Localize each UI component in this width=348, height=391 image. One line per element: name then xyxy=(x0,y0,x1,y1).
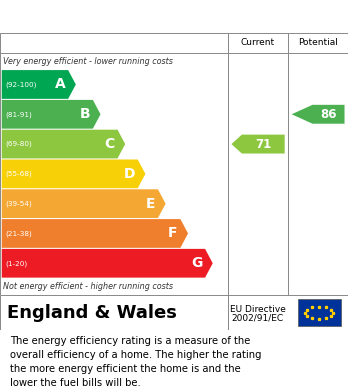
Polygon shape xyxy=(2,249,213,278)
Text: (92-100): (92-100) xyxy=(5,81,37,88)
Text: (1-20): (1-20) xyxy=(5,260,27,267)
Polygon shape xyxy=(292,105,345,124)
Text: D: D xyxy=(124,167,135,181)
Text: (69-80): (69-80) xyxy=(5,141,32,147)
Text: F: F xyxy=(168,226,177,240)
Text: (55-68): (55-68) xyxy=(5,170,32,177)
Text: England & Wales: England & Wales xyxy=(7,303,177,322)
Polygon shape xyxy=(231,135,285,154)
Polygon shape xyxy=(2,219,188,248)
Text: A: A xyxy=(55,77,65,91)
Text: Not energy efficient - higher running costs: Not energy efficient - higher running co… xyxy=(3,282,174,291)
Polygon shape xyxy=(2,70,76,99)
Text: B: B xyxy=(79,107,90,121)
Text: (21-38): (21-38) xyxy=(5,230,32,237)
Polygon shape xyxy=(2,160,145,188)
Text: 2002/91/EC: 2002/91/EC xyxy=(231,313,284,322)
Text: C: C xyxy=(104,137,115,151)
Text: Very energy efficient - lower running costs: Very energy efficient - lower running co… xyxy=(3,57,173,66)
Text: The energy efficiency rating is a measure of the
overall efficiency of a home. T: The energy efficiency rating is a measur… xyxy=(10,336,262,388)
Text: (39-54): (39-54) xyxy=(5,201,32,207)
Text: E: E xyxy=(146,197,155,211)
Text: (81-91): (81-91) xyxy=(5,111,32,118)
Text: 71: 71 xyxy=(255,138,271,151)
Text: G: G xyxy=(191,256,202,270)
Text: EU Directive: EU Directive xyxy=(230,305,285,314)
Polygon shape xyxy=(2,189,166,218)
Polygon shape xyxy=(2,100,101,129)
Text: 86: 86 xyxy=(320,108,337,121)
Polygon shape xyxy=(2,130,125,158)
Text: Current: Current xyxy=(241,38,275,47)
Text: Energy Efficiency Rating: Energy Efficiency Rating xyxy=(10,9,221,24)
Bar xyxy=(298,300,341,326)
Text: Potential: Potential xyxy=(298,38,338,47)
